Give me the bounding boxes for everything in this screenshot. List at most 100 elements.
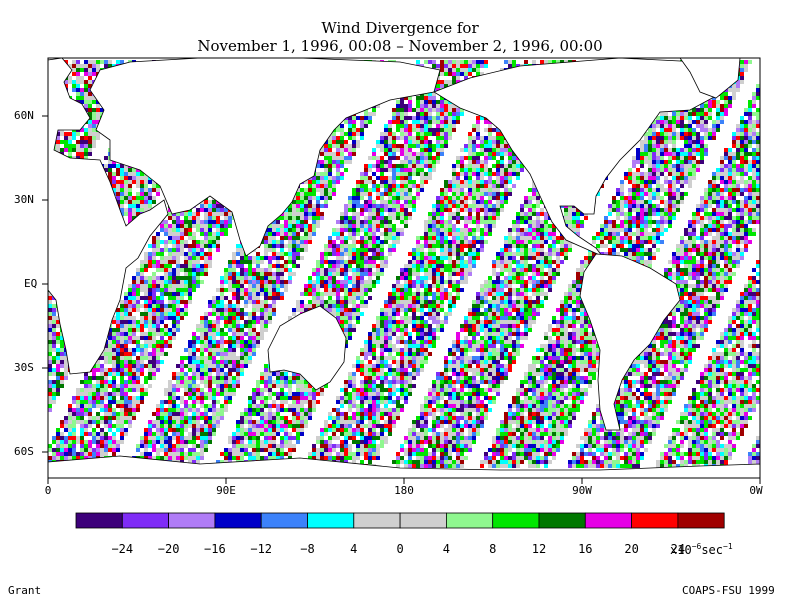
data-cell — [148, 204, 152, 208]
data-cell — [56, 336, 60, 340]
data-cell — [172, 280, 176, 284]
data-cell — [256, 284, 260, 288]
data-cell — [264, 240, 268, 244]
data-cell — [180, 452, 184, 456]
data-cell — [220, 360, 224, 364]
data-cell — [296, 244, 300, 248]
data-cell — [292, 264, 296, 268]
data-cell — [212, 344, 216, 348]
data-cell — [120, 376, 124, 380]
data-cell — [140, 288, 144, 292]
data-cell — [192, 236, 196, 240]
data-cell — [48, 300, 52, 304]
data-cell — [64, 132, 68, 136]
data-cell — [208, 440, 212, 444]
data-cell — [228, 220, 232, 224]
data-cell — [240, 312, 244, 316]
data-cell — [256, 300, 260, 304]
data-cell — [272, 436, 276, 440]
data-cell — [236, 300, 240, 304]
data-cell — [140, 200, 144, 204]
data-cell — [112, 316, 116, 320]
data-cell — [304, 424, 308, 428]
data-cell — [272, 296, 276, 300]
data-cell — [196, 452, 200, 456]
data-cell — [144, 432, 148, 436]
data-cell — [244, 348, 248, 352]
data-cell — [296, 304, 300, 308]
data-cell — [236, 364, 240, 368]
data-cell — [184, 392, 188, 396]
data-cell — [140, 304, 144, 308]
data-cell — [124, 396, 128, 400]
data-cell — [208, 212, 212, 216]
data-cell — [168, 388, 172, 392]
data-cell — [248, 344, 252, 348]
data-cell — [208, 436, 212, 440]
data-cell — [216, 204, 220, 208]
data-cell — [76, 140, 80, 144]
data-cell — [156, 264, 160, 268]
data-cell — [192, 448, 196, 452]
data-cell — [272, 380, 276, 384]
data-cell — [176, 260, 180, 264]
data-cell — [120, 312, 124, 316]
data-cell — [136, 184, 140, 188]
data-cell — [56, 428, 60, 432]
data-cell — [272, 412, 276, 416]
data-cell — [168, 212, 172, 216]
data-cell — [112, 444, 116, 448]
data-cell — [148, 252, 152, 256]
data-cell — [52, 360, 56, 364]
data-cell — [128, 368, 132, 372]
data-cell — [252, 412, 256, 416]
data-cell — [228, 392, 232, 396]
data-cell — [268, 392, 272, 396]
data-cell — [164, 284, 168, 288]
data-cell — [288, 220, 292, 224]
data-cell — [240, 368, 244, 372]
data-cell — [216, 228, 220, 232]
data-cell — [228, 372, 232, 376]
data-cell — [312, 224, 316, 228]
data-cell — [96, 112, 100, 116]
data-cell — [164, 248, 168, 252]
data-cell — [188, 264, 192, 268]
data-cell — [108, 344, 112, 348]
data-cell — [156, 432, 160, 436]
data-cell — [220, 304, 224, 308]
data-cell — [92, 100, 96, 104]
data-cell — [88, 452, 92, 456]
data-cell — [296, 400, 300, 404]
data-cell — [244, 332, 248, 336]
data-cell — [268, 388, 272, 392]
data-cell — [300, 212, 304, 216]
data-cell — [160, 456, 164, 460]
data-cell — [136, 276, 140, 280]
data-cell — [156, 428, 160, 432]
data-cell — [104, 376, 108, 380]
data-cell — [268, 448, 272, 452]
data-cell — [240, 316, 244, 320]
data-cell — [204, 368, 208, 372]
data-cell — [100, 392, 104, 396]
data-cell — [264, 412, 268, 416]
data-cell — [196, 356, 200, 360]
data-cell — [120, 348, 124, 352]
data-cell — [48, 356, 52, 360]
data-cell — [88, 92, 92, 96]
data-cell — [304, 204, 308, 208]
data-cell — [84, 104, 88, 108]
data-cell — [304, 224, 308, 228]
data-cell — [104, 412, 108, 416]
data-cell — [292, 408, 296, 412]
data-cell — [276, 420, 280, 424]
data-cell — [156, 244, 160, 248]
data-cell — [92, 60, 96, 64]
data-cell — [140, 384, 144, 388]
data-cell — [80, 80, 84, 84]
data-cell — [308, 396, 312, 400]
data-cell — [48, 296, 52, 300]
data-cell — [208, 392, 212, 396]
data-cell — [80, 96, 84, 100]
